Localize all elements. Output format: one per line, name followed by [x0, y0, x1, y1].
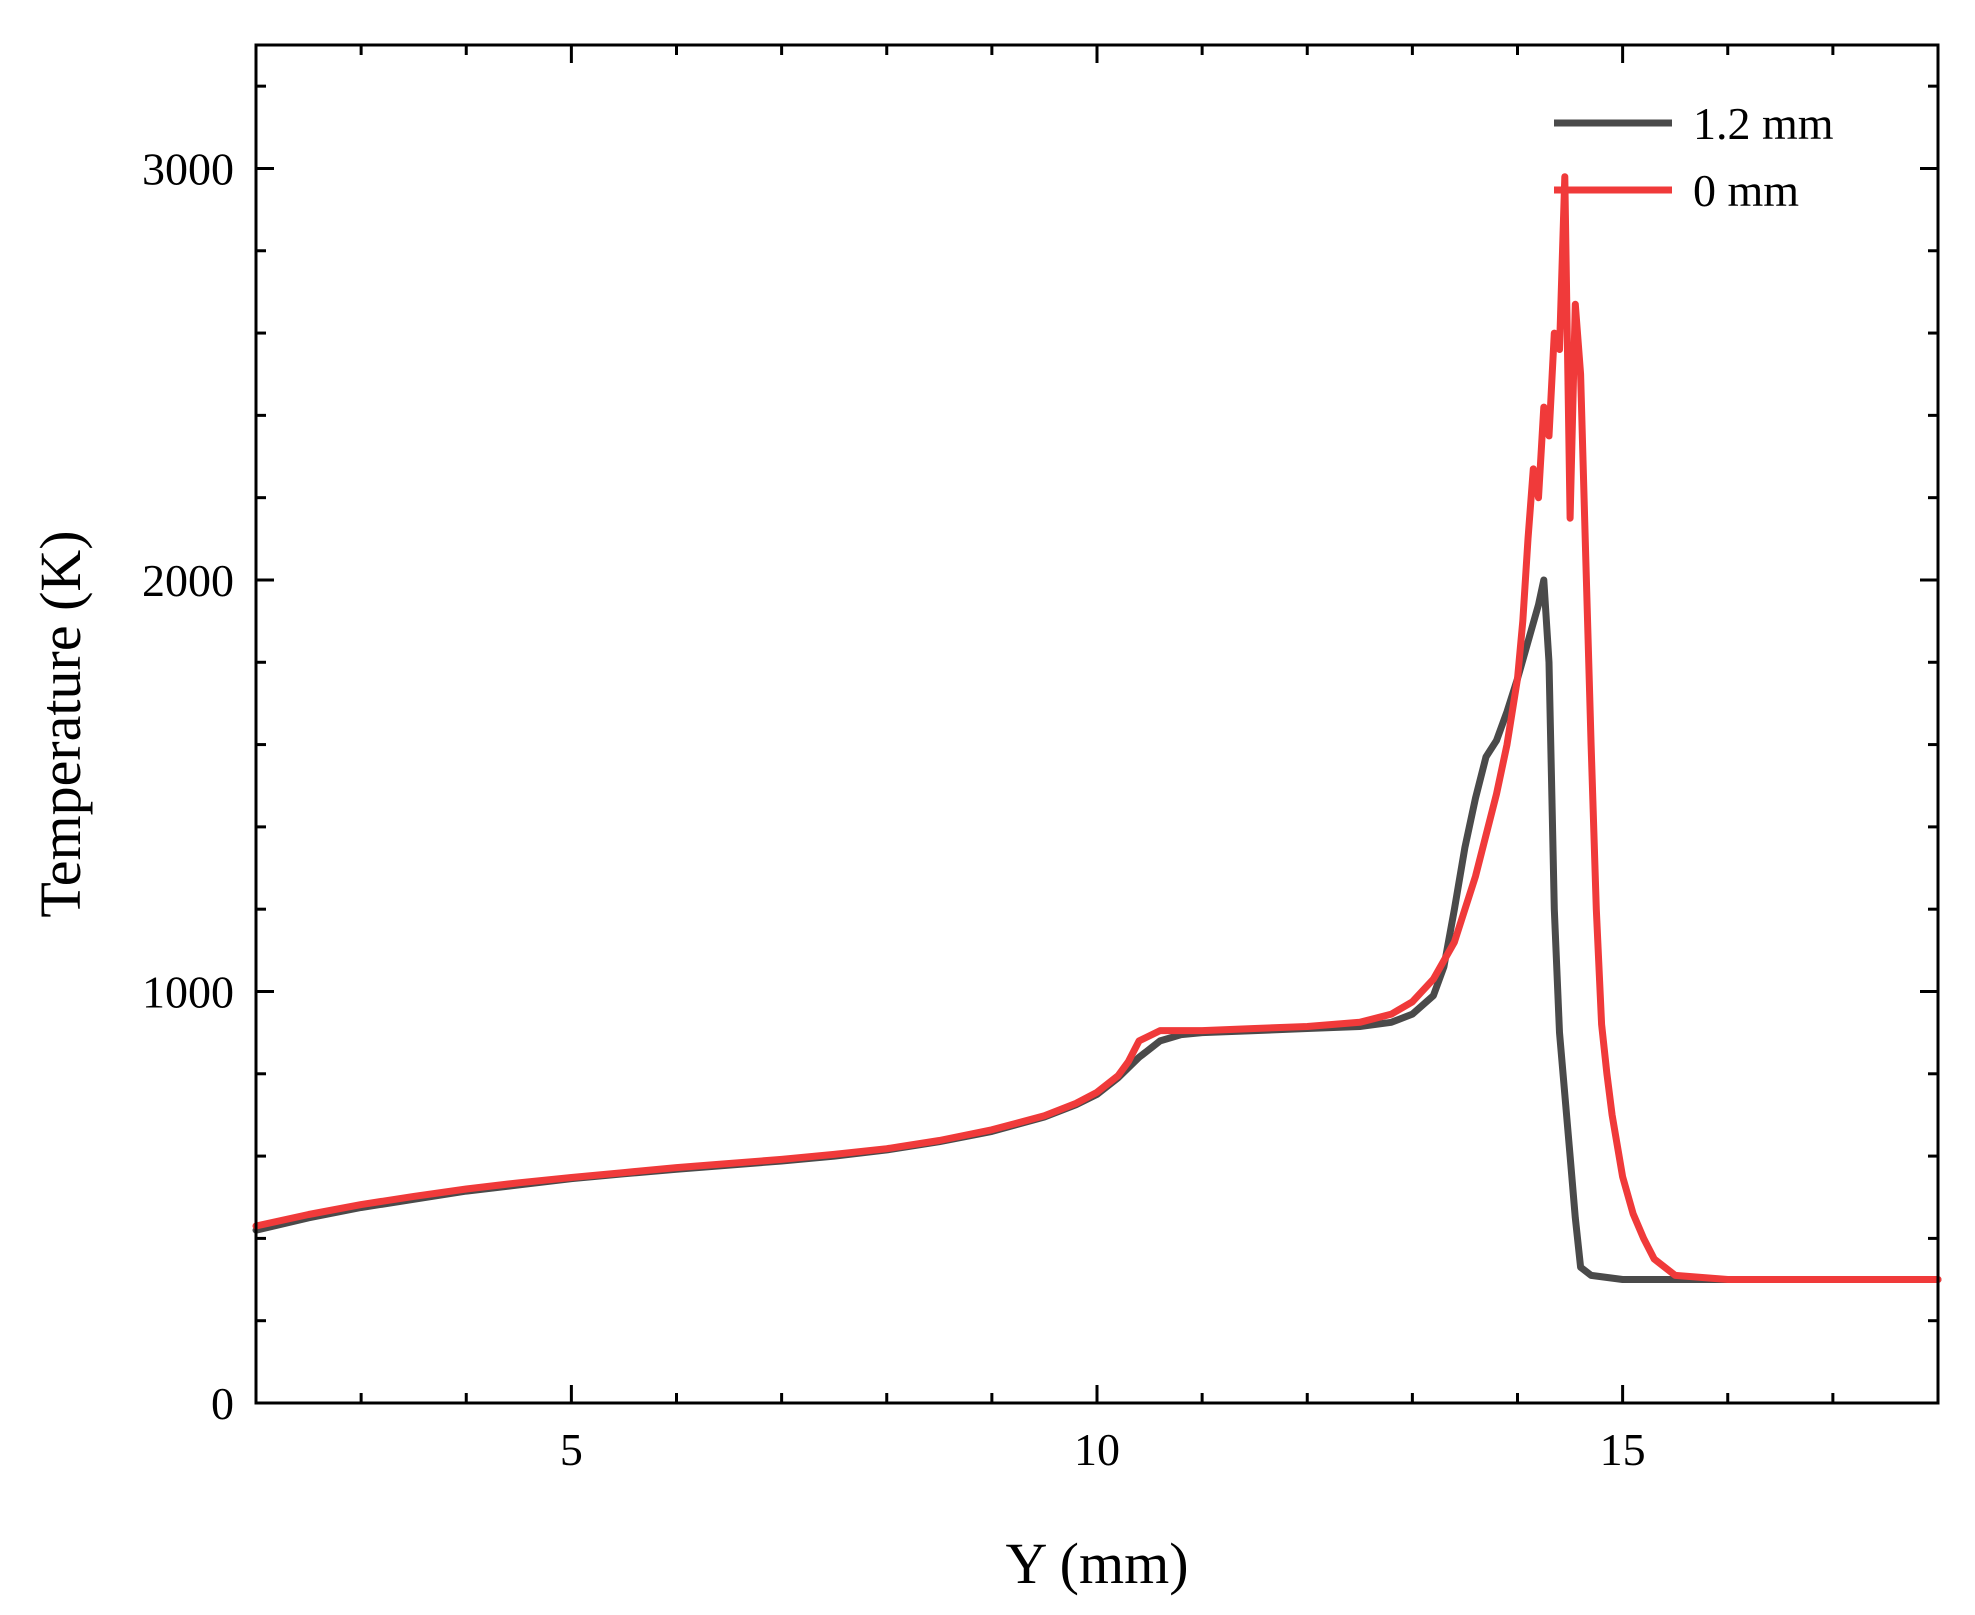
y-tick-label: 0: [211, 1378, 234, 1429]
series-line-0-mm: [252, 173, 1942, 1283]
x-axis-title: Y (mm): [1005, 1531, 1188, 1596]
legend: 1.2 mm 0 mm: [1554, 98, 1834, 216]
x-tick-label: 5: [560, 1424, 583, 1475]
axes: 5 10 15 0 1000 2000 3000: [142, 45, 1940, 1475]
y-axis-title: Temperature (K): [28, 530, 93, 917]
y-tick-label: 2000: [142, 555, 234, 606]
y-tick-label: 1000: [142, 966, 234, 1017]
x-tick-label: 15: [1600, 1424, 1646, 1475]
x-tick-label: 10: [1074, 1424, 1120, 1475]
series-group: [252, 173, 1942, 1283]
y-tick-label: 3000: [142, 143, 234, 194]
legend-label-0-mm: 0 mm: [1693, 165, 1799, 216]
legend-label-1-2-mm: 1.2 mm: [1693, 98, 1834, 149]
plot-area: [256, 45, 1938, 1403]
plot-frame: [254, 43, 1940, 1405]
